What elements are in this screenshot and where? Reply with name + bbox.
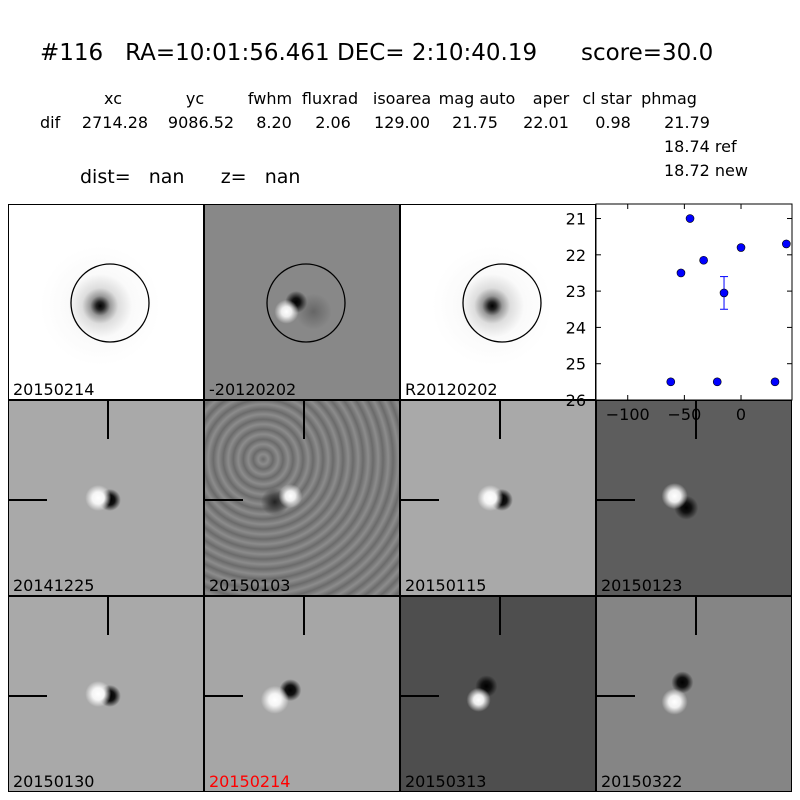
plot-frame (595, 203, 793, 401)
phmag-new: 18.72 new (664, 161, 748, 180)
data-point (719, 288, 729, 298)
cutout-image (9, 597, 203, 791)
crosshair-marker-horizontal (597, 499, 635, 501)
crosshair-marker-horizontal (401, 499, 439, 501)
cutout-panel: 20150313 (400, 596, 596, 792)
y-tick-label: 21 (566, 210, 586, 229)
aperture-circle (266, 263, 346, 343)
column-value: 22.01 (523, 113, 569, 132)
data-point (712, 377, 722, 387)
cutout-image (205, 205, 399, 399)
column-header: cl star (582, 89, 632, 108)
cutout-image (401, 597, 595, 791)
cutout-panel: 20150123 (596, 400, 792, 596)
cutout-image (401, 401, 595, 595)
cutout-panel: 20141225 (8, 400, 204, 596)
crosshair-marker-horizontal (597, 695, 635, 697)
crosshair-marker-horizontal (9, 695, 47, 697)
y-tick-label: 24 (566, 318, 586, 337)
aperture-circle (462, 263, 542, 343)
panel-date-label: R20120202 (405, 380, 498, 399)
y-tick-label: 26 (566, 391, 586, 410)
y-tick-label: 25 (566, 355, 586, 374)
cutout-panel: 20150115 (400, 400, 596, 596)
cutout-panel: 20150214 (204, 596, 400, 792)
column-value: 8.20 (256, 113, 292, 132)
column-header: aper (532, 89, 570, 108)
column-header: isoarea (372, 89, 432, 108)
panel-date-label: 20150322 (601, 772, 683, 791)
data-point (676, 268, 686, 278)
data-point (685, 214, 695, 223)
cutout-image (597, 401, 791, 595)
panel-date-label: 20150103 (209, 576, 291, 595)
cutout-image (9, 401, 203, 595)
cutout-image (401, 205, 595, 399)
data-point (782, 239, 791, 249)
y-tick-label: 23 (566, 282, 586, 301)
crosshair-marker-horizontal (9, 499, 47, 501)
crosshair-marker-vertical (695, 401, 697, 439)
crosshair-marker-vertical (107, 597, 109, 635)
crosshair-marker-horizontal (401, 695, 439, 697)
column-header: xc (104, 89, 122, 108)
column-header: mag auto (438, 89, 516, 108)
data-point (770, 377, 780, 387)
row-label: dif (40, 113, 61, 132)
panel-date-label: -20120202 (209, 380, 297, 399)
column-value: 2.06 (315, 113, 351, 132)
crosshair-marker-vertical (499, 401, 501, 439)
crosshair-marker-horizontal (205, 695, 243, 697)
cutout-panel: 20150103 (204, 400, 400, 596)
page-title: #116 RA=10:01:56.461 DEC= 2:10:40.19 sco… (40, 40, 714, 66)
column-value: 0.98 (595, 113, 631, 132)
panel-date-label: 20141225 (13, 576, 95, 595)
aperture-circle (70, 263, 150, 343)
crosshair-marker-horizontal (205, 499, 243, 501)
data-point (666, 377, 676, 387)
column-value: 2714.28 (81, 113, 149, 132)
panel-date-label: 20150313 (405, 772, 487, 791)
cutout-image (9, 205, 203, 399)
column-header: yc (185, 89, 205, 108)
x-tick-label: −50 (667, 405, 701, 424)
phmag-ref: 18.74 ref (664, 137, 737, 156)
crosshair-marker-vertical (107, 401, 109, 439)
data-point (699, 255, 708, 265)
cutout-image (205, 401, 399, 595)
crosshair-marker-vertical (303, 597, 305, 635)
crosshair-marker-vertical (499, 597, 501, 635)
column-header: fwhm (247, 89, 293, 108)
panel-date-label: 20150115 (405, 576, 487, 595)
cutout-panel: -20120202 (204, 204, 400, 400)
column-value: 21.75 (452, 113, 498, 132)
cutout-panel: 20150322 (596, 596, 792, 792)
column-value: 21.79 (664, 113, 710, 132)
cutout-image (597, 597, 791, 791)
column-header: fluxrad (301, 89, 359, 108)
column-value: 9086.52 (167, 113, 235, 132)
x-tick-label: −100 (606, 405, 650, 424)
cutout-image (205, 597, 399, 791)
panel-date-label: 20150130 (13, 772, 95, 791)
dist-z-line: dist= nan z= nan (80, 166, 301, 188)
column-header: phmag (641, 89, 697, 108)
crosshair-marker-vertical (695, 597, 697, 635)
cutout-panel: 20150130 (8, 596, 204, 792)
cutout-panel: 20150214 (8, 204, 204, 400)
light-curve-plot: 21 22 23 24 25 26 −100 −50 0 (566, 203, 793, 424)
panel-date-label: 20150214 (13, 380, 95, 399)
column-value: 129.00 (374, 113, 430, 132)
cutout-panel: R20120202 (400, 204, 596, 400)
data-point (736, 243, 746, 252)
panel-date-label: 20150214 (209, 772, 291, 791)
light-curve-svg: 21 22 23 24 25 26 −100 −50 0 (566, 203, 793, 424)
y-tick-label: 22 (566, 246, 586, 265)
crosshair-marker-vertical (303, 401, 305, 439)
panel-date-label: 20150123 (601, 576, 683, 595)
x-tick-label: 0 (736, 405, 746, 424)
